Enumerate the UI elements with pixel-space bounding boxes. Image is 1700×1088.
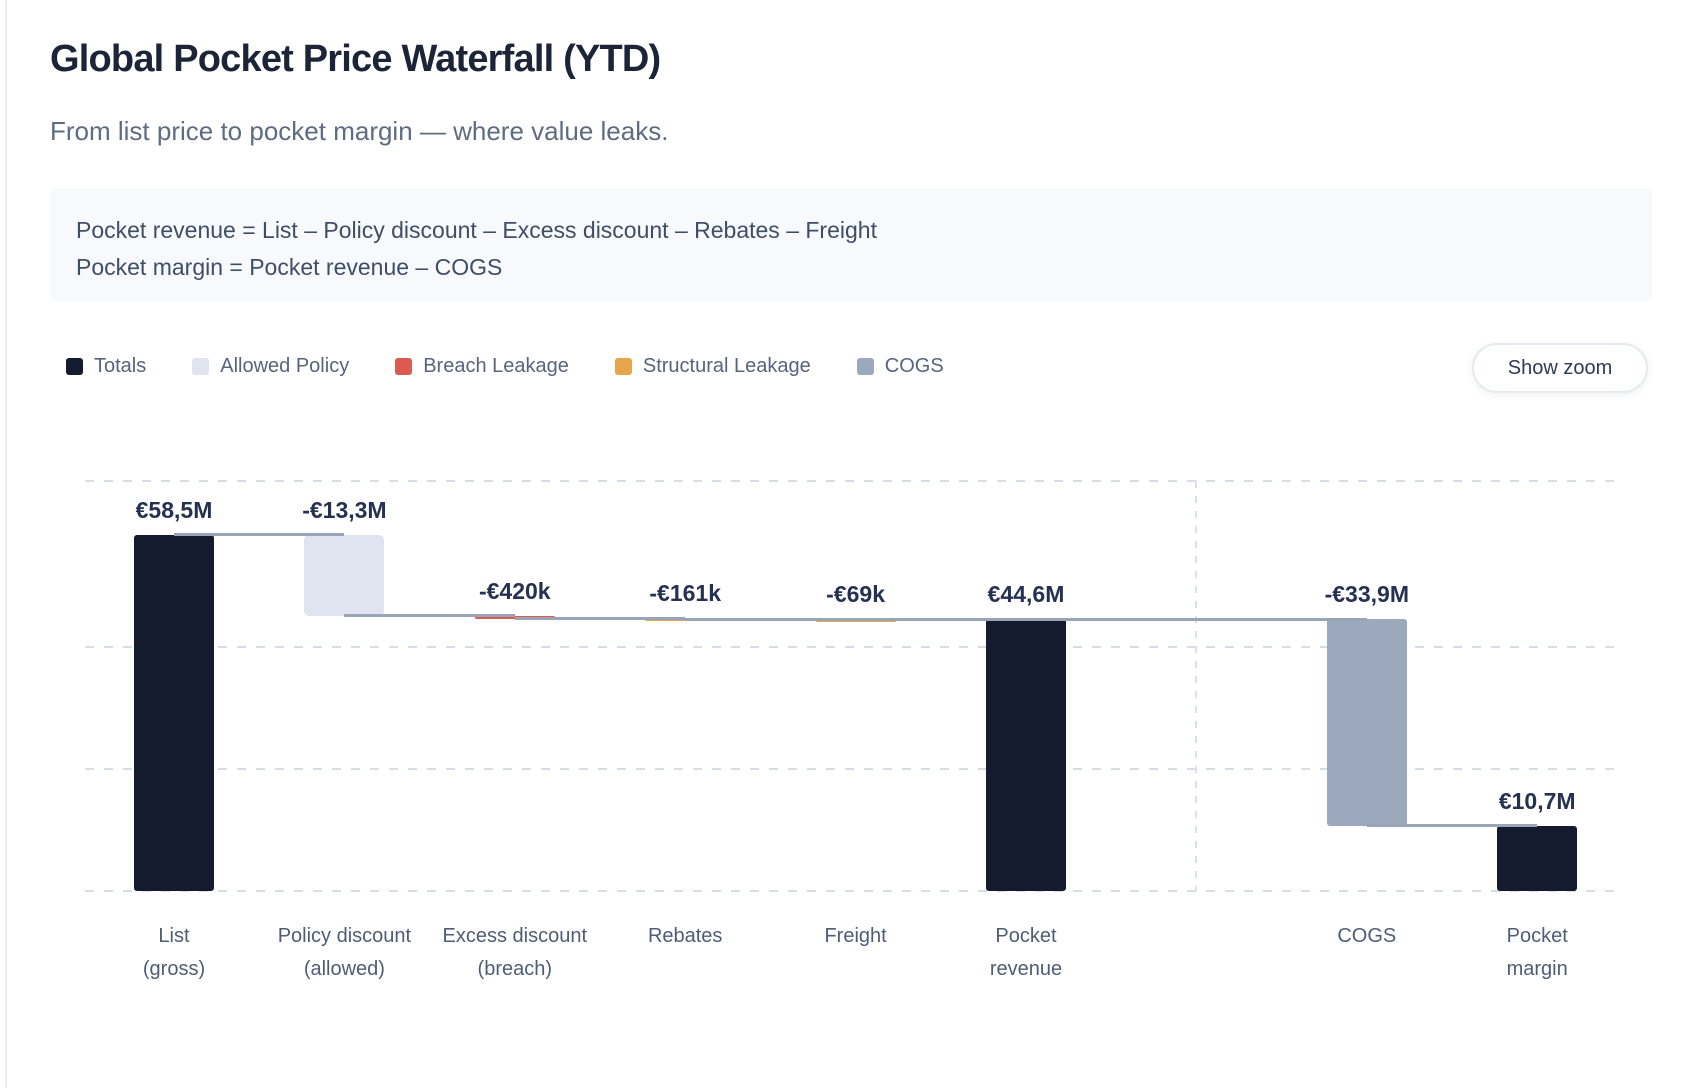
waterfall-connector (1026, 617, 1367, 621)
value-label: €58,5M (135, 496, 213, 523)
axis-label: List (gross) (143, 920, 205, 986)
axis-label-line: Excess discount (442, 925, 588, 947)
gridline-67.3M (85, 480, 1620, 482)
legend-item-cogs: COGS (856, 355, 944, 378)
formula-pocket-margin: Pocket margin = Pocket revenue – COGS (76, 254, 503, 280)
gridline-20M (85, 768, 1620, 771)
waterfall-connector (344, 614, 515, 618)
legend-swatch-allowed_policy (192, 358, 210, 375)
value-label: -€69k (826, 581, 886, 608)
formula-pocket-revenue: Pocket revenue = List – Policy discount … (76, 217, 877, 243)
bar-policy discount-allowed (304, 534, 385, 616)
legend-swatch-totals (66, 358, 83, 375)
cogs-section-separator (1195, 481, 1198, 891)
axis-label-line: (allowed) (303, 958, 385, 980)
axis-label-line: margin (1506, 958, 1568, 980)
waterfall-connector (174, 533, 345, 537)
show-zoom-button[interactable]: Show zoom (1472, 343, 1648, 393)
axis-label: Policy discount (allowed) (278, 920, 411, 986)
chart-legend: Totals Allowed Policy Breach Leakage Struct… (66, 355, 944, 378)
legend-swatch-breach_leakage (395, 358, 413, 375)
axis-label: Excess discount (breach) (443, 920, 588, 986)
axis-label-line: revenue (989, 958, 1063, 980)
axis-label-line: List (158, 925, 190, 947)
value-label: -€33,9M (1324, 581, 1409, 608)
gridline-40M (85, 646, 1620, 649)
axis-label-line: Pocket (1506, 925, 1568, 947)
bar-pocket-revenue (986, 619, 1066, 891)
page-subtitle: From list price to pocket margin — where… (50, 116, 669, 146)
value-label: €44,6M (987, 581, 1065, 608)
legend-label: Totals (94, 355, 147, 377)
legend-label: Structural Leakage (642, 355, 811, 377)
axis-label: Rebates (648, 920, 723, 953)
legend-label: COGS (884, 355, 944, 377)
axis-label-line: COGS (1337, 925, 1397, 947)
axis-label-line: Freight (824, 925, 887, 947)
axis-label-line: Pocket (995, 925, 1057, 947)
formula-box: Pocket revenue = List – Policy discount … (50, 188, 1652, 302)
legend-swatch-structural_leakage (614, 358, 632, 375)
axis-label-line: Rebates (647, 925, 723, 947)
axis-label-line: (breach) (477, 958, 553, 980)
legend-label: Allowed Policy (220, 355, 350, 377)
legend-item-totals: Totals (66, 355, 146, 378)
waterfall-connector (1366, 824, 1538, 828)
legend-swatch-cogs (856, 358, 874, 375)
axis-label: COGS (1337, 920, 1396, 953)
legend-label: Breach Leakage (423, 355, 569, 377)
gridline-0M (85, 890, 1620, 892)
value-label: -€420k (478, 577, 551, 604)
waterfall-connector (855, 618, 1026, 622)
axis-label: Pocket margin (1507, 920, 1568, 986)
axis-label-line: Policy discount (277, 925, 412, 947)
page-title: Global Pocket Price Waterfall (YTD) (50, 38, 661, 80)
waterfall-connector (685, 617, 856, 621)
value-label: -€161k (649, 580, 721, 607)
waterfall-connector (514, 616, 686, 620)
axis-label-line: (gross) (142, 958, 206, 980)
bar-list-gross (134, 534, 214, 891)
axis-label: Pocket revenue (990, 920, 1062, 986)
legend-item-allowed_policy: Allowed Policy (192, 355, 349, 378)
bar-cogs (1326, 619, 1407, 826)
legend-item-breach_leakage: Breach Leakage (395, 355, 569, 378)
value-label: €10,7M (1498, 787, 1576, 814)
card-left-border (5, 0, 7, 1088)
bar-pocket-margin (1497, 825, 1578, 891)
axis-label: Freight (824, 920, 886, 953)
value-label: -€13,3M (302, 496, 387, 523)
legend-item-structural_leakage: Structural Leakage (614, 355, 811, 378)
